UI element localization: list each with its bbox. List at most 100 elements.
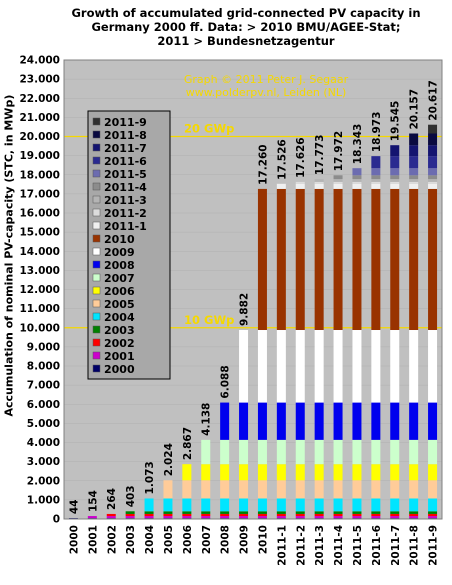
bar-segment-2005 — [352, 480, 362, 499]
bar-segment-2002 — [276, 513, 286, 517]
bar-segment-2002 — [390, 513, 400, 517]
y-tick-label: 0 — [53, 514, 60, 526]
bar-2008 — [220, 402, 230, 519]
bar-segment-2007 — [390, 439, 400, 465]
bar-segment-2009 — [239, 330, 249, 403]
legend-label: 2000 — [104, 363, 135, 376]
bar-segment-2003 — [333, 511, 343, 514]
y-axis-label: Accumulation of nominal PV-capacity (STC… — [2, 94, 16, 417]
legend-label: 2011-9 — [104, 116, 147, 129]
bar-value-label: 6.088 — [220, 365, 232, 398]
bar-segment-2008 — [371, 402, 381, 440]
y-tick-label: 1.000 — [27, 494, 60, 506]
bar-segment-2004 — [371, 498, 381, 512]
bar-segment-2010 — [409, 188, 419, 331]
bar-segment-2009 — [333, 330, 343, 403]
x-tick-label: 2004 — [144, 525, 156, 554]
legend-label: 2011-1 — [104, 220, 147, 233]
bar-segment-2011-1 — [428, 183, 438, 189]
legend-swatch — [92, 351, 101, 360]
bar-segment-2008 — [409, 402, 419, 440]
bar-segment-2010 — [352, 188, 362, 331]
legend-swatch — [92, 117, 101, 126]
bar-segment-2006 — [220, 464, 230, 481]
x-tick-label: 2000 — [68, 525, 80, 554]
y-tick-label: 13.000 — [19, 265, 60, 277]
legend-swatch — [92, 338, 101, 347]
legend-swatch — [92, 221, 101, 230]
y-tick-label: 24.000 — [19, 55, 60, 67]
bar-segment-2002 — [220, 513, 230, 517]
y-tick-label: 21.000 — [19, 112, 60, 124]
bar-segment-2008 — [239, 402, 249, 440]
y-tick-label: 18.000 — [19, 169, 60, 181]
bar-segment-2005 — [276, 480, 286, 499]
bar-segment-2006 — [390, 464, 400, 481]
bar-2011-7 — [390, 145, 400, 519]
bar-segment-2007 — [371, 439, 381, 465]
bar-2009 — [239, 330, 249, 519]
bar-segment-2004 — [314, 498, 324, 512]
bar-segment-2007 — [257, 439, 267, 465]
bar-segment-2003 — [220, 511, 230, 514]
bar-value-label: 1.073 — [144, 461, 156, 494]
legend-label: 2011-5 — [104, 168, 147, 181]
bar-segment-2001 — [182, 516, 192, 519]
x-tick-label: 2011-4 — [333, 525, 345, 566]
bar-segment-2011-3 — [352, 179, 362, 182]
legend: 2011-92011-82011-72011-62011-52011-42011… — [87, 110, 171, 380]
bar-segment-2010 — [276, 188, 286, 331]
bar-segment-2011-2 — [409, 181, 419, 184]
bar-segment-2002 — [257, 513, 267, 517]
y-tick-label: 22.000 — [19, 93, 60, 105]
bar-segment-2011-5 — [352, 168, 362, 176]
bar-value-label: 4.138 — [201, 403, 213, 436]
x-tick-labels: 2000 2001 2002 2003 2004 2005 2006 2007 2008 2009… — [68, 525, 439, 566]
bar-segment-2007 — [428, 439, 438, 465]
y-tick-label: 2.000 — [27, 475, 60, 487]
bar-segment-2001 — [201, 516, 211, 519]
legend-swatch — [92, 299, 101, 308]
bar-segment-2006 — [182, 464, 192, 481]
bars — [68, 124, 438, 519]
legend-swatch — [92, 312, 101, 321]
bar-segment-2011-5 — [371, 168, 381, 176]
y-tick-label: 10.000 — [19, 322, 60, 334]
bar-segment-2007 — [239, 439, 249, 465]
bar-segment-2004 — [239, 498, 249, 512]
bar-segment-2011-6 — [428, 156, 438, 169]
legend-label: 2011-7 — [104, 142, 147, 155]
bar-segment-2001 — [314, 516, 324, 519]
bar-segment-2011-9 — [428, 124, 438, 134]
bar-segment-2011-3 — [428, 179, 438, 182]
bar-segment-2004 — [276, 498, 286, 512]
reference-label: 20 GWp — [184, 122, 234, 136]
bar-segment-2011-2 — [295, 181, 305, 184]
bar-value-label: 9.882 — [239, 293, 251, 326]
bar-segment-2002 — [333, 513, 343, 517]
bar-segment-2009 — [390, 330, 400, 403]
bar-2011-8 — [409, 133, 419, 519]
bar-value-labels: 44 154 264 403 1.073 2.024 2.867 4.138 6.088 9.88… — [68, 80, 439, 514]
bar-segment-2003 — [371, 511, 381, 514]
bar-segment-2011-1 — [295, 183, 305, 189]
bar-2003 — [125, 511, 135, 519]
title-line-3: 2011 > Bundesnetzagentur — [157, 34, 335, 48]
bar-segment-2009 — [409, 330, 419, 403]
y-tick-label: 16.000 — [19, 208, 60, 220]
bar-segment-2008 — [390, 402, 400, 440]
legend-swatch — [92, 208, 101, 217]
credit-line-2: www.polderpv.nl, Leiden (NL) — [185, 86, 347, 99]
bar-segment-2006 — [352, 464, 362, 481]
legend-label: 2011-2 — [104, 207, 147, 220]
bar-segment-2001 — [276, 516, 286, 519]
x-tick-label: 2011-6 — [371, 525, 383, 566]
bar-segment-2007 — [333, 439, 343, 465]
bar-segment-2003 — [163, 511, 173, 514]
bar-segment-2001 — [390, 516, 400, 519]
bar-segment-2011-7 — [428, 145, 438, 157]
bar-segment-2003 — [295, 511, 305, 514]
bar-segment-2009 — [352, 330, 362, 403]
bar-segment-2003 — [352, 511, 362, 514]
